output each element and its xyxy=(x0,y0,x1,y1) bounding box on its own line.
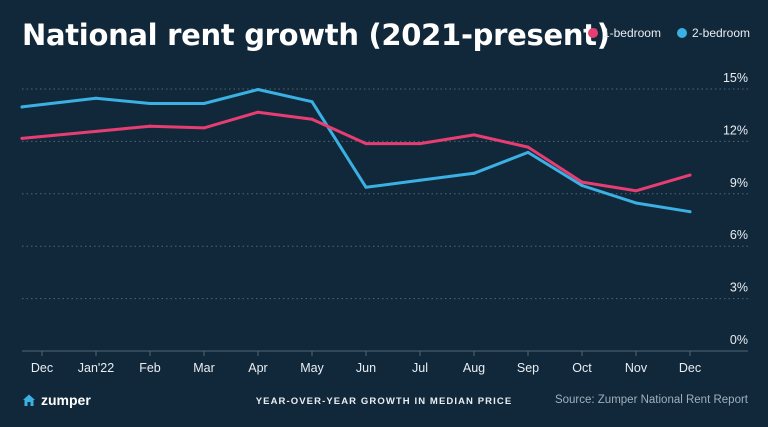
x-tick-label: Oct xyxy=(572,361,592,375)
legend-label-2-bedroom: 2-bedroom xyxy=(691,26,750,40)
data-point-2-bedroom xyxy=(202,101,206,105)
x-tick-label: Jan'22 xyxy=(78,361,114,375)
data-point-1-bedroom xyxy=(94,129,98,133)
line-chart: 0% 3% 6% 9% 12% 15% Dec Jan'22 Feb Mar Apr May Jun Ju… xyxy=(20,71,748,375)
y-tick-label: 0% xyxy=(730,333,748,347)
data-point-2-bedroom xyxy=(94,96,98,100)
data-point-1-bedroom xyxy=(580,180,584,184)
x-tick-label: May xyxy=(300,361,324,375)
data-point-1-bedroom xyxy=(256,110,260,114)
series-line-1-bedroom xyxy=(20,110,692,193)
legend-dot-2-bedroom xyxy=(676,28,687,38)
data-point-2-bedroom xyxy=(526,150,530,154)
legend-item-1-bedroom: 1-bedroom xyxy=(587,26,661,40)
y-tick-label: 15% xyxy=(723,71,748,85)
x-tick-label: Nov xyxy=(625,361,648,375)
y-tick-label: 9% xyxy=(730,176,748,190)
x-tick-label: Jun xyxy=(356,361,376,375)
data-point-1-bedroom xyxy=(634,189,638,193)
x-axis-caption: YEAR-OVER-YEAR GROWTH IN MEDIAN PRICE xyxy=(255,396,513,407)
y-tick-label: 3% xyxy=(730,281,748,295)
data-point-2-bedroom xyxy=(472,171,476,175)
y-tick-label: 6% xyxy=(730,228,748,242)
x-tick-label: Apr xyxy=(248,361,267,375)
x-tick-label: Dec xyxy=(31,361,53,375)
footer: zumper YEAR-OVER-YEAR GROWTH IN MEDIAN P… xyxy=(0,380,768,427)
x-tick-label: Aug xyxy=(463,361,485,375)
data-point-2-bedroom xyxy=(580,184,584,188)
data-point-2-bedroom xyxy=(688,210,692,214)
x-tick-label: Mar xyxy=(193,361,215,375)
legend-item-2-bedroom: 2-bedroom xyxy=(676,26,750,40)
data-point-2-bedroom xyxy=(364,185,368,189)
data-point-2-bedroom xyxy=(418,178,422,182)
legend-dot-1-bedroom xyxy=(587,28,598,38)
chart-title: National rent growth (2021-present) xyxy=(22,18,610,52)
data-point-2-bedroom xyxy=(256,87,260,91)
x-tick-label: Sep xyxy=(517,361,539,375)
x-tick-label: Feb xyxy=(139,361,161,375)
house-icon xyxy=(23,394,35,406)
x-tick-label: Jul xyxy=(412,361,428,375)
data-point-2-bedroom xyxy=(310,100,314,104)
data-point-1-bedroom xyxy=(688,173,692,177)
data-point-1-bedroom xyxy=(202,126,206,130)
data-point-1-bedroom xyxy=(418,142,422,146)
y-tick-label: 12% xyxy=(723,123,748,137)
data-point-2-bedroom xyxy=(634,201,638,205)
data-point-1-bedroom xyxy=(364,142,368,146)
data-point-1-bedroom xyxy=(20,136,24,140)
x-tick-label: Dec xyxy=(679,361,701,375)
data-point-2-bedroom xyxy=(148,101,152,105)
brand-name: zumper xyxy=(41,392,91,408)
data-point-1-bedroom xyxy=(310,117,314,121)
data-point-2-bedroom xyxy=(20,105,24,109)
brand-logo: zumper xyxy=(22,392,91,408)
data-point-1-bedroom xyxy=(472,133,476,137)
legend-label-1-bedroom: 1-bedroom xyxy=(602,26,661,40)
data-point-1-bedroom xyxy=(148,124,152,128)
source-note: Source: Zumper National Rent Report xyxy=(554,394,748,406)
data-point-1-bedroom xyxy=(526,145,530,149)
legend: 1-bedroom 2-bedroom xyxy=(587,26,750,40)
